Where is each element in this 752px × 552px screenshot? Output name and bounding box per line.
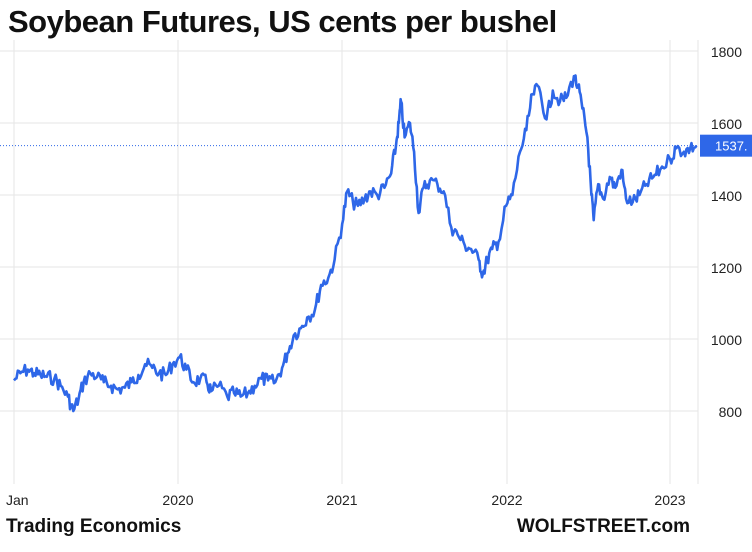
chart-title: Soybean Futures, US cents per bushel bbox=[8, 4, 557, 39]
y-tick-label: 800 bbox=[719, 404, 743, 420]
x-tick-label: Jan bbox=[6, 492, 29, 508]
grid-lines bbox=[0, 40, 699, 484]
x-tick-label: 2020 bbox=[162, 492, 193, 508]
last-value-marker: 1537. bbox=[0, 134, 752, 157]
y-tick-label: 1200 bbox=[711, 260, 742, 276]
last-value-box bbox=[700, 134, 752, 157]
last-value-label: 1537. bbox=[715, 139, 748, 154]
y-tick-label: 1400 bbox=[711, 188, 742, 204]
y-tick-label: 1800 bbox=[711, 44, 742, 60]
y-tick-label: 1600 bbox=[711, 116, 742, 132]
series-line bbox=[12, 74, 698, 413]
y-axis-ticks: 800 1000 1200 1400 1600 1800 bbox=[711, 44, 742, 420]
x-tick-label: 2022 bbox=[491, 492, 522, 508]
x-tick-label: 2023 bbox=[654, 492, 685, 508]
x-axis-ticks: Jan 2020 2021 2022 2023 bbox=[6, 492, 686, 508]
y-tick-label: 1000 bbox=[711, 332, 742, 348]
publisher-credit: WOLFSTREET.com bbox=[516, 516, 690, 537]
source-credit: Trading Economics bbox=[6, 516, 182, 537]
x-tick-label: 2021 bbox=[326, 492, 357, 508]
series-layer bbox=[12, 74, 698, 413]
